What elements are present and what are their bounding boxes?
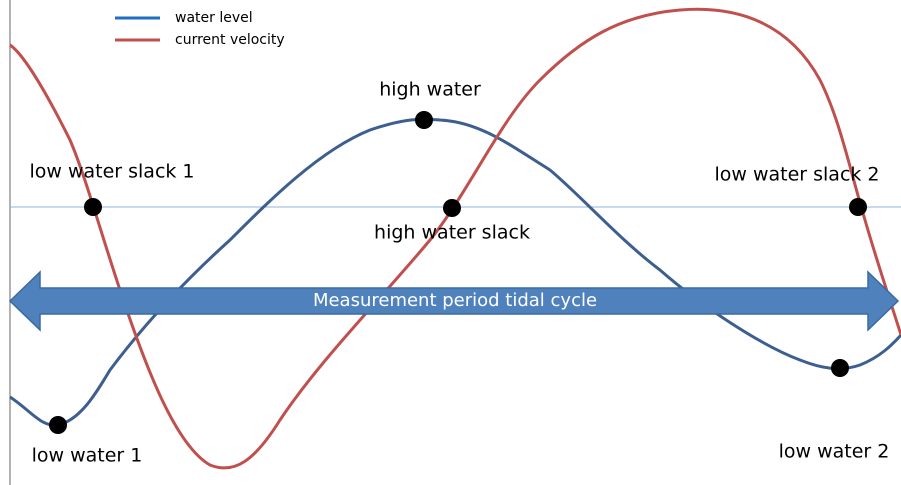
measurement-arrow: [8, 270, 900, 332]
water-level-curve: [9, 117, 901, 427]
legend-label: water level: [175, 10, 253, 26]
annotation: low water 2: [779, 441, 890, 463]
annotation: low water slack 2: [714, 164, 879, 186]
marker: [831, 359, 849, 377]
marker: [443, 199, 461, 217]
annotation: high water: [379, 79, 481, 101]
marker: [415, 111, 433, 129]
marker: [84, 198, 102, 216]
markers: [49, 111, 867, 434]
annotation: low water slack 1: [29, 161, 194, 183]
marker: [849, 198, 867, 216]
annotation: high water slack: [374, 222, 530, 244]
current-velocity-curve: [9, 7, 901, 470]
legend-label: current velocity: [175, 32, 285, 48]
arrow-label: Measurement period tidal cycle: [313, 290, 597, 311]
marker: [49, 416, 67, 434]
annotation: low water 1: [32, 445, 143, 467]
